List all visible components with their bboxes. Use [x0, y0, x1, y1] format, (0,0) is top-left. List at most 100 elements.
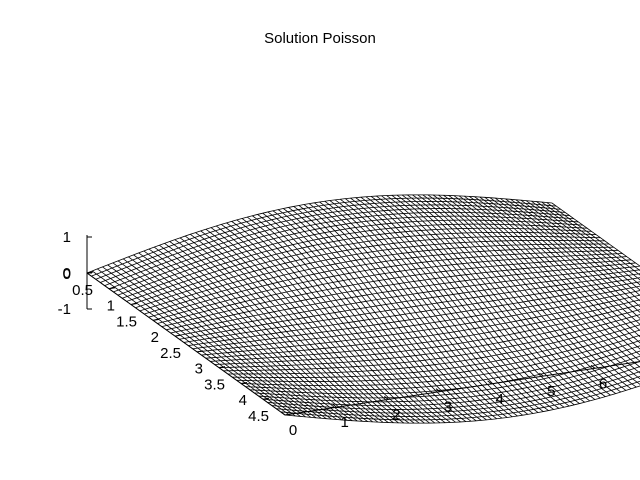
mesh-line-x: [122, 258, 322, 419]
mesh-line-x: [138, 252, 337, 420]
mesh-line-x: [329, 200, 529, 415]
mesh-line-x: [236, 219, 436, 424]
x-tick-label: 4: [495, 391, 503, 408]
mesh-line-x: [277, 209, 477, 422]
mesh-line-x: [345, 198, 544, 412]
mesh-line-x: [133, 254, 332, 420]
mesh-line-x: [200, 230, 399, 424]
y-tick-mark: [130, 303, 138, 306]
mesh-line-x: [153, 246, 353, 421]
mesh-line-x: [520, 199, 640, 296]
z-tick-label: -1: [58, 301, 71, 318]
x-tick-mark: [487, 380, 492, 385]
mesh-line-x: [417, 194, 616, 394]
x-tick-label: 1: [340, 414, 348, 431]
mesh-line-x: [164, 243, 363, 422]
y-tick-label: 3: [195, 361, 203, 378]
mesh-line-x: [288, 207, 487, 421]
y-tick-label: 1.5: [116, 313, 137, 330]
mesh-line-x: [355, 197, 554, 410]
y-tick-label: 0.5: [72, 282, 93, 299]
mesh-line-x: [267, 211, 467, 422]
mesh-line-x: [551, 202, 640, 267]
y-tick-label: 4: [239, 392, 247, 409]
y-axis-line: [86, 272, 286, 416]
mesh-line-x: [427, 194, 627, 391]
mesh-line-x: [541, 201, 640, 276]
y-tick-mark: [108, 287, 116, 290]
mesh-line-x: [210, 227, 410, 424]
mesh-line-x: [190, 233, 389, 423]
mesh-line-x: [469, 196, 640, 356]
mesh-line-x: [314, 202, 513, 418]
mesh-line-x: [438, 194, 637, 388]
mesh-line-x: [396, 194, 596, 400]
mesh-line-x: [391, 194, 591, 402]
mesh-line-x: [401, 194, 601, 399]
mesh-line-x: [246, 216, 446, 424]
mesh-line-x: [169, 241, 368, 422]
mesh-line-x: [102, 266, 301, 417]
mesh-line-x: [453, 195, 640, 374]
mesh-line-x: [334, 199, 534, 414]
mesh-line-x: [303, 204, 503, 419]
mesh-line-x: [308, 203, 508, 418]
mesh-line-x: [525, 200, 640, 291]
mesh-line-x: [128, 256, 327, 420]
mesh-line-x: [143, 250, 343, 421]
mesh-line-x: [221, 224, 420, 424]
x-tick-mark: [539, 372, 544, 377]
x-tick-label: 2: [392, 406, 400, 423]
mesh-line-x: [117, 260, 317, 419]
y-tick-label: 2.5: [160, 345, 181, 362]
x-tick-label: 3: [444, 399, 452, 416]
mesh-line-x: [422, 194, 622, 393]
mesh-line-x: [350, 197, 549, 411]
y-tick-mark: [284, 413, 292, 416]
mesh-line-x: [531, 200, 640, 286]
x-tick-mark: [384, 396, 389, 400]
mesh-line-x: [231, 221, 430, 424]
mesh-line-x: [494, 197, 640, 325]
x-tick-label: 5: [547, 383, 555, 400]
mesh-line-x: [479, 196, 640, 344]
mesh-line-x: [298, 205, 498, 420]
z-tick-label: 0: [63, 265, 71, 282]
mesh-line-x: [97, 268, 296, 417]
x-tick-label: 6: [599, 375, 607, 392]
mesh-line-x: [458, 195, 640, 368]
mesh-line-x: [148, 248, 348, 421]
mesh-line-x: [215, 225, 415, 424]
chart-title: Solution Poisson: [264, 30, 376, 47]
mesh-line-x: [448, 195, 640, 380]
mesh-line-x: [489, 197, 640, 332]
mesh-line-x: [226, 222, 425, 424]
mesh-line-x: [184, 235, 384, 423]
z-tick-label: 1: [63, 229, 71, 246]
y-tick-mark: [240, 381, 248, 384]
mesh-line-x: [293, 206, 492, 420]
mesh-line-x: [91, 270, 291, 416]
y-tick-mark: [174, 334, 182, 337]
mesh-line-x: [505, 198, 640, 313]
mesh-line-x: [272, 210, 472, 422]
y-tick-label: 0: [63, 266, 71, 283]
mesh-line-x: [339, 198, 539, 413]
mesh-line-x: [179, 237, 379, 423]
mesh-line-x: [386, 195, 585, 403]
y-tick-mark: [152, 318, 160, 321]
x-tick-mark: [435, 388, 441, 393]
mesh-line-x: [365, 196, 565, 408]
mesh-line-x: [515, 199, 640, 302]
mesh-line-x: [360, 196, 560, 409]
mesh-line-x: [463, 195, 640, 362]
mesh-line-x: [412, 194, 611, 396]
mesh-line-x: [174, 239, 374, 423]
y-tick-label: 1: [107, 298, 115, 315]
y-tick-mark: [262, 397, 270, 400]
x-tick-mark: [332, 403, 337, 408]
mesh-line-x: [500, 198, 640, 319]
y-tick-label: 2: [151, 329, 159, 346]
mesh-line-x: [319, 201, 518, 417]
